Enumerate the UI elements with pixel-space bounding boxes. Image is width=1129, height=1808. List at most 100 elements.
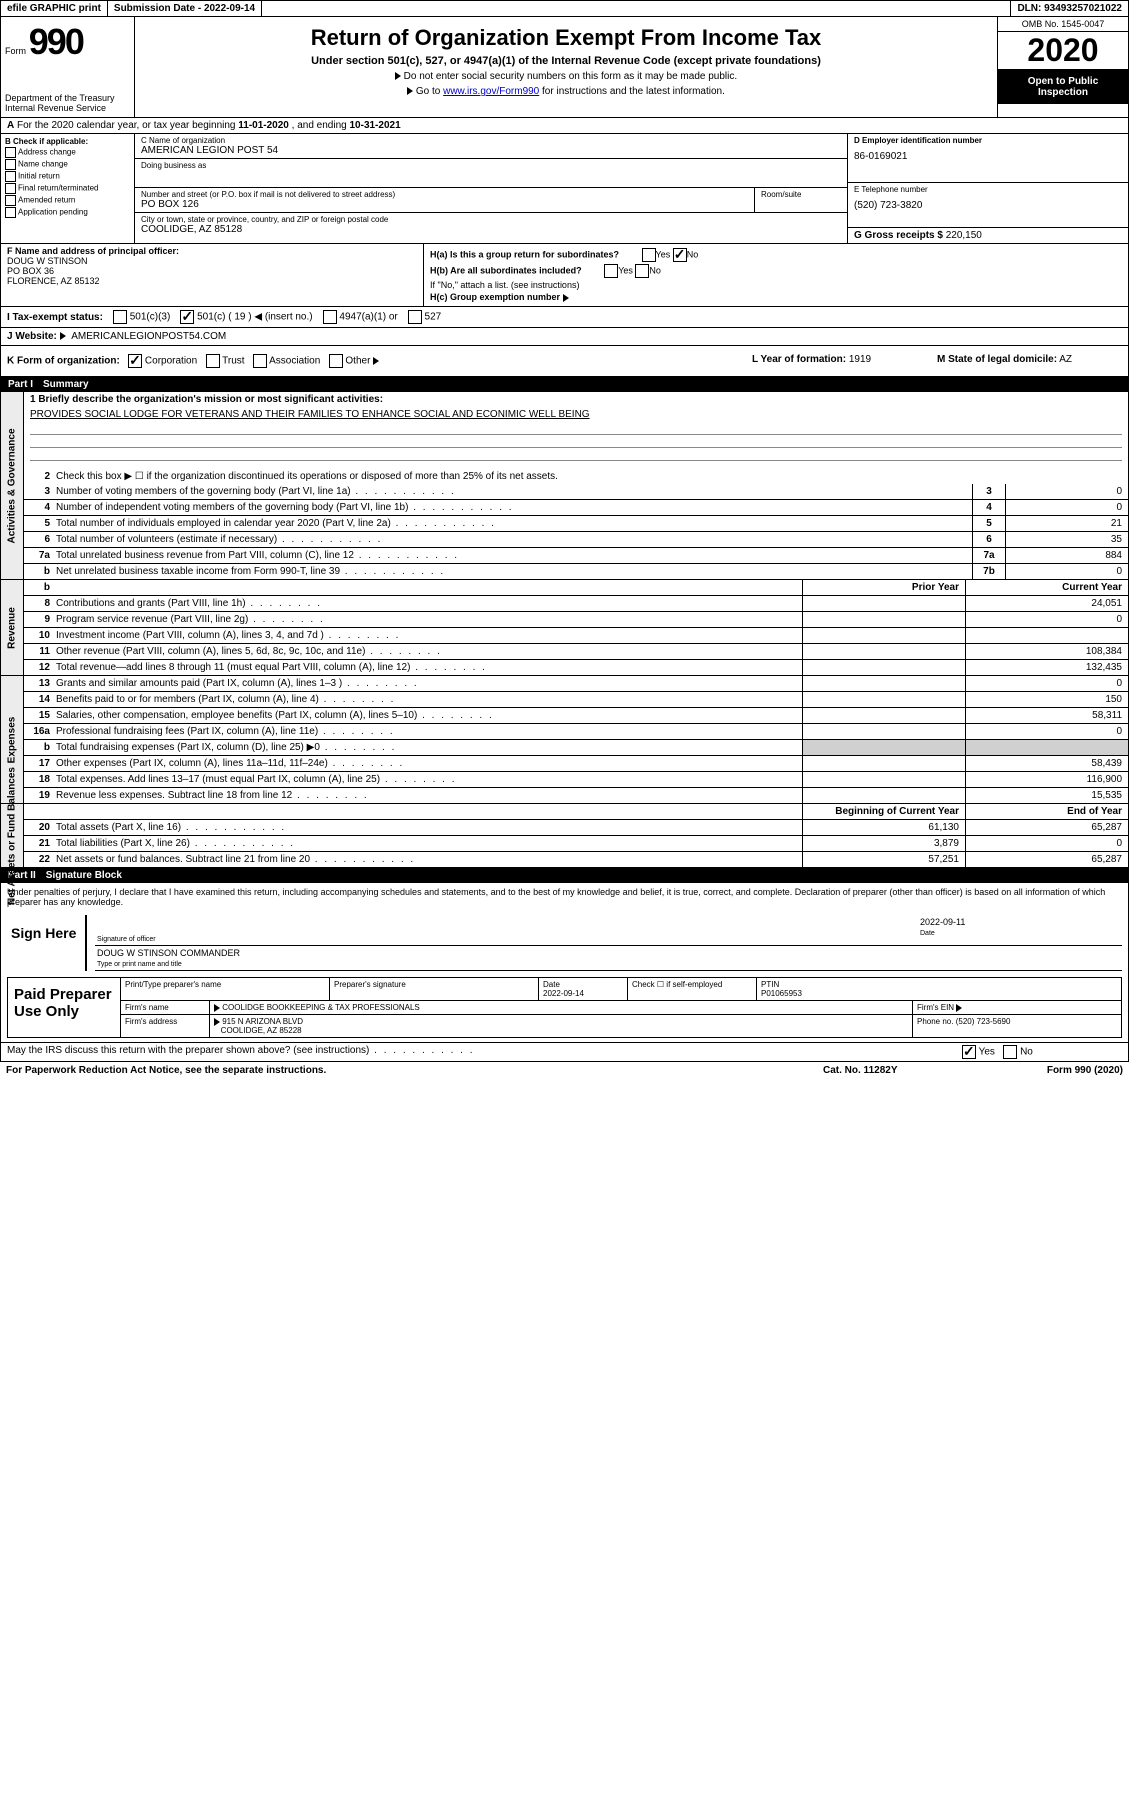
state-domicile: AZ	[1059, 354, 1072, 365]
chk-501c3[interactable]	[113, 310, 127, 324]
address-row: Number and street (or P.O. box if mail i…	[135, 188, 847, 213]
gov-line-7b: bNet unrelated business taxable income f…	[24, 564, 1128, 579]
exp-line-16a: 16aProfessional fundraising fees (Part I…	[24, 724, 1128, 740]
principal-officer: F Name and address of principal officer:…	[1, 244, 424, 306]
officer-name-title: DOUG W STINSON COMMANDER	[97, 948, 240, 958]
triangle-icon	[563, 294, 569, 302]
chk-ha-no[interactable]	[673, 248, 687, 262]
year-formation: 1919	[849, 354, 871, 365]
signature-line[interactable]: Signature of officer 2022-09-11Date	[95, 915, 1122, 946]
instruction-1: Do not enter social security numbers on …	[143, 71, 989, 82]
chk-hb-yes[interactable]	[604, 264, 618, 278]
chk-corporation[interactable]	[128, 354, 142, 368]
sign-here-block: Sign Here Signature of officer 2022-09-1…	[7, 915, 1122, 971]
net-line-21: 21Total liabilities (Part X, line 26)3,8…	[24, 836, 1128, 852]
discuss-question: May the IRS discuss this return with the…	[7, 1045, 369, 1056]
form-header: Form 990 Department of the Treasury Inte…	[0, 17, 1129, 118]
website-value: AMERICANLEGIONPOST54.COM	[71, 331, 226, 342]
efile-label[interactable]: efile GRAPHIC print	[1, 1, 108, 16]
dba-row: Doing business as	[135, 159, 847, 188]
department-label: Department of the Treasury Internal Reve…	[5, 93, 130, 113]
q1-label: 1 Briefly describe the organization's mi…	[24, 392, 1128, 407]
firm-phone: (520) 723-5690	[956, 1017, 1011, 1026]
blank-line	[30, 422, 1122, 435]
chk-501c[interactable]	[180, 310, 194, 324]
form-title: Return of Organization Exempt From Incom…	[143, 25, 989, 51]
q2-line: 2 Check this box ▶ ☐ if the organization…	[24, 469, 1128, 484]
expenses-section: Expenses 13Grants and similar amounts pa…	[0, 676, 1129, 804]
chk-application-pending[interactable]: Application pending	[5, 207, 130, 218]
firm-addr1: 915 N ARIZONA BLVD	[222, 1017, 303, 1026]
chk-hb-no[interactable]	[635, 264, 649, 278]
preparer-row1: Print/Type preparer's name Preparer's si…	[121, 978, 1121, 1001]
net-assets-section: Net Assets or Fund Balances Beginning of…	[0, 804, 1129, 868]
chk-trust[interactable]	[206, 354, 220, 368]
chk-discuss-no[interactable]	[1003, 1045, 1017, 1059]
revenue-section: Revenue b Prior Year Current Year 8Contr…	[0, 580, 1129, 676]
rev-line-12: 12Total revenue—add lines 8 through 11 (…	[24, 660, 1128, 675]
chk-address-change[interactable]: Address change	[5, 147, 130, 158]
gov-line-7a: 7aTotal unrelated business revenue from …	[24, 548, 1128, 564]
officer-addr1: PO BOX 36	[7, 266, 417, 276]
perjury-statement: Under penalties of perjury, I declare th…	[7, 887, 1122, 907]
net-header-row: Beginning of Current Year End of Year	[24, 804, 1128, 820]
hb-note: If "No," attach a list. (see instruction…	[430, 280, 1122, 290]
chk-other[interactable]	[329, 354, 343, 368]
form-number-block: Form 990 Department of the Treasury Inte…	[1, 17, 135, 117]
chk-527[interactable]	[408, 310, 422, 324]
instruction-2: Go to www.irs.gov/Form990 for instructio…	[143, 86, 989, 97]
triangle-icon	[214, 1018, 220, 1026]
form-title-block: Return of Organization Exempt From Incom…	[135, 17, 997, 117]
officer-addr2: FLORENCE, AZ 85132	[7, 276, 417, 286]
net-line-20: 20Total assets (Part X, line 16)61,13065…	[24, 820, 1128, 836]
q1-mission: PROVIDES SOCIAL LODGE FOR VETERANS AND T…	[24, 407, 1128, 422]
ein-row: D Employer identification number 86-0169…	[848, 134, 1128, 183]
triangle-icon	[214, 1004, 220, 1012]
preparer-block: Paid Preparer Use Only Print/Type prepar…	[7, 977, 1122, 1038]
chk-final-return[interactable]: Final return/terminated	[5, 183, 130, 194]
row-j-website: J Website: AMERICANLEGIONPOST54.COM	[0, 328, 1129, 346]
phone-value: (520) 723-3820	[854, 200, 1122, 211]
preparer-title: Paid Preparer Use Only	[8, 978, 121, 1037]
header-right-block: OMB No. 1545-0047 2020 Open to Public In…	[997, 17, 1128, 117]
blank-line	[30, 435, 1122, 448]
triangle-icon	[60, 332, 66, 340]
form-subtitle: Under section 501(c), 527, or 4947(a)(1)…	[143, 55, 989, 67]
chk-name-change[interactable]: Name change	[5, 159, 130, 170]
org-address: PO BOX 126	[141, 199, 748, 210]
triangle-icon	[395, 72, 401, 80]
form-word: Form	[5, 46, 26, 56]
preparer-row2: Firm's name COOLIDGE BOOKKEEPING & TAX P…	[121, 1001, 1121, 1015]
chk-self-employed[interactable]: Check ☐ if self-employed	[628, 978, 757, 1000]
phone-row: E Telephone number (520) 723-3820	[848, 183, 1128, 228]
chk-amended-return[interactable]: Amended return	[5, 195, 130, 206]
form-number: 990	[29, 21, 83, 62]
row-fh: F Name and address of principal officer:…	[0, 244, 1129, 307]
triangle-icon	[407, 87, 413, 95]
chk-association[interactable]	[253, 354, 267, 368]
exp-line-14: 14Benefits paid to or for members (Part …	[24, 692, 1128, 708]
instructions-link[interactable]: www.irs.gov/Form990	[443, 86, 539, 97]
gov-line-4: 4Number of independent voting members of…	[24, 500, 1128, 516]
org-name-row: C Name of organization AMERICAN LEGION P…	[135, 134, 847, 159]
rev-line-10: 10Investment income (Part VIII, column (…	[24, 628, 1128, 644]
net-line-22: 22Net assets or fund balances. Subtract …	[24, 852, 1128, 867]
inspection-badge: Open to Public Inspection	[998, 70, 1128, 104]
exp-line-18: 18Total expenses. Add lines 13–17 (must …	[24, 772, 1128, 788]
column-d: D Employer identification number 86-0169…	[847, 134, 1128, 243]
chk-ha-yes[interactable]	[642, 248, 656, 262]
footer: For Paperwork Reduction Act Notice, see …	[0, 1062, 1129, 1079]
footer-right: Form 990 (2020)	[973, 1065, 1123, 1076]
chk-discuss-yes[interactable]	[962, 1045, 976, 1059]
firm-addr2: COOLIDGE, AZ 85228	[221, 1026, 302, 1035]
dln: DLN: 93493257021022	[1011, 1, 1128, 16]
firm-name: COOLIDGE BOOKKEEPING & TAX PROFESSIONALS	[222, 1003, 420, 1012]
rev-line-9: 9Program service revenue (Part VIII, lin…	[24, 612, 1128, 628]
rev-line-8: 8Contributions and grants (Part VIII, li…	[24, 596, 1128, 612]
chk-initial-return[interactable]: Initial return	[5, 171, 130, 182]
revenue-header-row: b Prior Year Current Year	[24, 580, 1128, 596]
chk-4947[interactable]	[323, 310, 337, 324]
vert-label-revenue: Revenue	[1, 580, 24, 675]
section-bcd: B Check if applicable: Address change Na…	[0, 134, 1129, 244]
exp-line-19: 19Revenue less expenses. Subtract line 1…	[24, 788, 1128, 803]
